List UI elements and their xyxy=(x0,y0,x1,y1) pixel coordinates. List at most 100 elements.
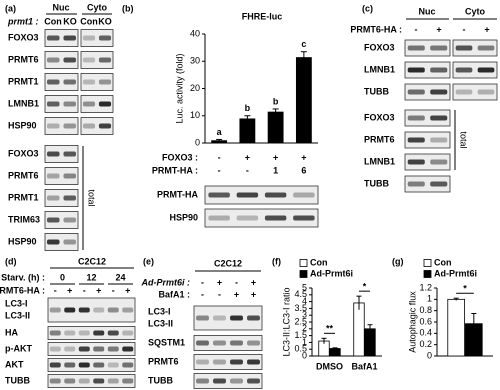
blot-band xyxy=(98,101,112,107)
blot-label: TRIM63 xyxy=(8,214,40,224)
condition-label: Ad-Prmt6i : xyxy=(140,277,190,287)
blot-band xyxy=(264,215,287,221)
blot-band xyxy=(455,45,473,51)
lane-label: + xyxy=(436,24,441,34)
blot-band xyxy=(63,57,77,63)
blot-band xyxy=(64,378,76,384)
cell-label: C2C12 xyxy=(214,258,242,268)
lane-label: 1 xyxy=(273,165,278,175)
blot-band xyxy=(208,192,230,198)
blot-label: HSP90 xyxy=(8,236,37,246)
lane-label: + xyxy=(67,285,72,295)
y-tick-label: 0 xyxy=(302,350,307,360)
blot-label: TUBB xyxy=(148,375,173,385)
legend-swatch xyxy=(423,259,432,267)
blot-label: PRMT6 xyxy=(8,54,39,64)
blot-label: PRMT-HA xyxy=(157,189,198,199)
blot-label: FOXO3 xyxy=(364,112,395,122)
blot-band xyxy=(247,315,260,321)
x-tick-label: DMSO xyxy=(316,361,343,371)
lane-label: + xyxy=(251,289,256,299)
blot-label: LMNB1 xyxy=(364,64,395,74)
blot xyxy=(44,29,79,47)
lane-label: - xyxy=(246,165,249,175)
blot-band xyxy=(230,359,243,365)
blot-band xyxy=(407,89,425,95)
blot-band xyxy=(230,378,243,384)
blot xyxy=(404,175,451,193)
blot-band xyxy=(98,35,112,41)
blot-band xyxy=(122,307,134,313)
y-tick-label: 10 xyxy=(190,110,200,120)
blot-label: FOXO3 xyxy=(8,32,39,42)
blot-band xyxy=(430,159,448,165)
lane-label: + xyxy=(234,289,239,299)
bar xyxy=(239,118,256,143)
blot-band xyxy=(63,173,77,179)
lane-label: - xyxy=(201,277,204,287)
lane-label: - xyxy=(112,285,115,295)
blot-band xyxy=(230,315,243,321)
blot-band xyxy=(63,123,77,129)
y-tick-label: 40 xyxy=(190,28,200,38)
blot xyxy=(193,335,263,351)
blot-band xyxy=(64,362,76,368)
treatment-label: PRMT6-HA : xyxy=(350,24,402,34)
blot-band xyxy=(107,330,119,336)
blot-band xyxy=(46,101,60,107)
blot-band xyxy=(63,239,77,245)
blot-band xyxy=(78,307,90,313)
blot-band xyxy=(477,45,495,51)
blot-label: HSP90 xyxy=(8,120,37,130)
condition-label: PRMT-HA : xyxy=(152,165,198,175)
blot-band xyxy=(196,315,209,321)
blot-band xyxy=(63,151,77,157)
blot-band xyxy=(63,101,77,107)
blot-band xyxy=(430,89,448,95)
blot-band xyxy=(46,195,60,201)
blot-band xyxy=(430,45,448,51)
y-tick-label: 2.5 xyxy=(294,316,307,326)
blot-band xyxy=(122,378,134,384)
chart-title: FHRE-luc xyxy=(242,11,283,21)
blot-band xyxy=(213,315,226,321)
blot xyxy=(452,61,498,79)
blot-band xyxy=(293,215,315,221)
blot xyxy=(44,117,79,135)
blot-label: p-AKT xyxy=(5,343,32,353)
lane-label: Con xyxy=(80,16,98,26)
y-tick-label: 4 xyxy=(302,296,307,306)
blot-band xyxy=(46,79,60,85)
blot-band xyxy=(93,378,105,384)
blot-band xyxy=(236,192,259,198)
blot xyxy=(80,51,114,69)
blot-label: PRMT6 xyxy=(364,134,395,144)
blot-label: FOXO3 xyxy=(364,42,395,52)
y-tick-label: 1.5 xyxy=(294,330,307,340)
blot-band xyxy=(122,362,134,368)
blot xyxy=(80,117,114,135)
panel-letter: (f) xyxy=(272,256,281,266)
time-label: 0 xyxy=(60,272,65,282)
panel-letter: (b) xyxy=(122,3,134,13)
blot-band xyxy=(264,192,287,198)
blot-band xyxy=(122,330,134,336)
y-tick-label: 20 xyxy=(190,83,200,93)
y-tick-label: 0.2 xyxy=(419,339,432,349)
panel-letter: (g) xyxy=(392,256,404,266)
lane-label: - xyxy=(54,285,57,295)
lane-label: - xyxy=(201,289,204,299)
condition-label: FOXO3 : xyxy=(162,152,198,162)
blot-band xyxy=(98,123,112,129)
blot-band xyxy=(107,346,119,352)
total-label: total xyxy=(87,189,97,206)
fraction-label: Nuc xyxy=(418,6,435,16)
lane-label: - xyxy=(463,24,466,34)
blot-band xyxy=(82,79,96,85)
blot-label: LC3-I xyxy=(5,298,28,308)
y-axis-label: Autophagic flux xyxy=(407,291,417,353)
blot-band xyxy=(49,378,61,384)
bar xyxy=(267,111,284,143)
blot-band xyxy=(477,67,495,73)
blot-band xyxy=(196,340,209,346)
